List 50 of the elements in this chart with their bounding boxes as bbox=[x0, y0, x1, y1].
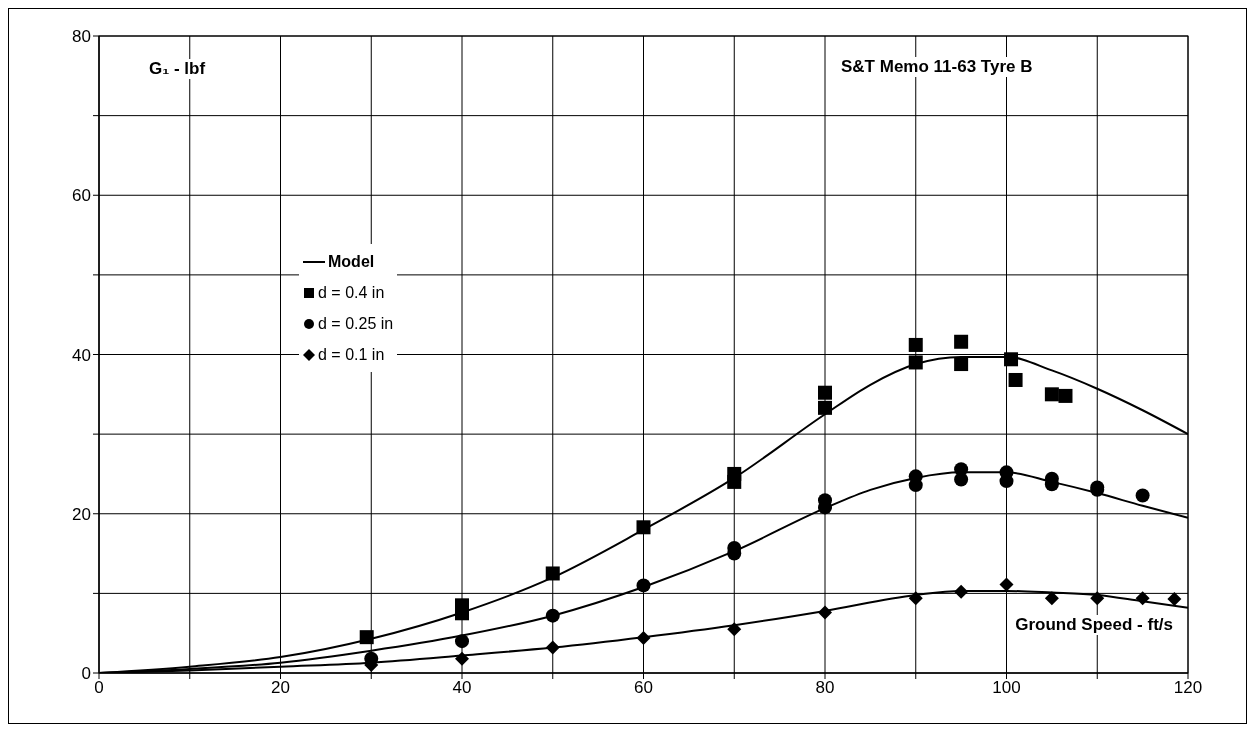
point bbox=[1135, 591, 1150, 606]
point bbox=[727, 622, 742, 637]
point bbox=[1008, 372, 1023, 387]
x-tick-label: 0 bbox=[94, 678, 104, 698]
point bbox=[545, 566, 560, 581]
point bbox=[455, 634, 469, 649]
legend-label: Model bbox=[328, 252, 375, 271]
point bbox=[636, 630, 651, 645]
point bbox=[908, 355, 923, 370]
point bbox=[727, 466, 742, 481]
x-tick-label: 80 bbox=[815, 678, 835, 698]
point bbox=[1135, 488, 1150, 503]
point bbox=[1090, 591, 1105, 606]
y-tick-label: 40 bbox=[72, 345, 91, 365]
point bbox=[636, 578, 651, 593]
point bbox=[1167, 591, 1182, 606]
y-tick-label: 80 bbox=[72, 27, 91, 47]
point bbox=[1058, 388, 1073, 403]
point bbox=[1044, 387, 1059, 402]
y-axis-title: G₁ - lbf bbox=[146, 59, 209, 79]
point bbox=[908, 591, 923, 606]
x-axis-title: Ground Speed - ft/s bbox=[1012, 615, 1176, 635]
x-tick-label: 100 bbox=[992, 678, 1021, 698]
point bbox=[1004, 352, 1019, 367]
point bbox=[1044, 591, 1059, 606]
point bbox=[545, 640, 560, 655]
point bbox=[545, 608, 560, 623]
point bbox=[908, 337, 923, 352]
point bbox=[954, 584, 969, 599]
point bbox=[818, 385, 832, 400]
point bbox=[818, 605, 832, 620]
legend-label: d = 0.25 in bbox=[318, 314, 394, 333]
point bbox=[954, 462, 969, 477]
point bbox=[818, 400, 832, 415]
point bbox=[999, 577, 1014, 592]
y-tick-label: 60 bbox=[72, 186, 91, 206]
y-tick-label: 0 bbox=[81, 664, 91, 684]
point bbox=[636, 520, 651, 535]
text: S&T Memo 11-63 Tyre B bbox=[838, 57, 1036, 77]
point bbox=[954, 334, 969, 349]
x-tick-label: 120 bbox=[1173, 678, 1203, 698]
x-tick-label: 60 bbox=[634, 678, 653, 698]
x-tick-label: 20 bbox=[271, 678, 290, 698]
point bbox=[359, 630, 374, 645]
point bbox=[954, 357, 969, 372]
legend-label: d = 0.1 in bbox=[318, 345, 385, 364]
point bbox=[455, 651, 469, 666]
legend-label: d = 0.4 in bbox=[318, 283, 385, 302]
x-tick-label: 40 bbox=[452, 678, 472, 698]
y-tick-label: 20 bbox=[72, 504, 91, 524]
